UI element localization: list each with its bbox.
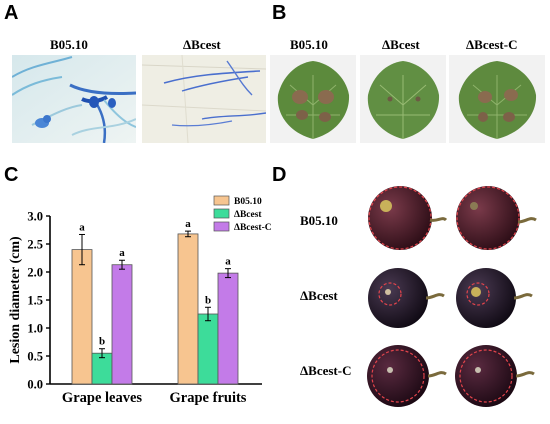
legend-swatch [213,208,230,219]
significance-letter: b [99,336,105,348]
panel-b-label-wildtype: B05.10 [290,37,328,52]
grape-wildtype-2 [456,186,537,250]
grape-photos [350,180,550,424]
panel-b-letter: B [272,2,287,24]
panel-d-row-label-mutant: ΔBcest [300,288,338,303]
legend-label: ΔBcest-C [234,223,272,233]
panel-c-letter: C [4,164,19,186]
leaf-photo-mutant [360,55,446,143]
panel-a-label-mutant: ΔBcest [183,37,221,53]
leaf-photo-complement [449,55,545,143]
panel-d-letter: D [272,164,287,186]
panel-b-label-mutant: ΔBcest [382,37,420,52]
grape-mutant-1 [368,268,445,328]
y-tick-label: 3.0 [27,210,43,224]
significance-letter: b [205,294,211,306]
significance-letter: a [79,221,85,233]
y-tick-label: 1.0 [27,322,43,336]
y-tick-label: 0.0 [27,378,43,392]
legend-label: B05.10 [234,197,262,207]
x-category-label: Grape leaves [62,390,142,406]
y-tick-label: 1.5 [27,294,43,308]
y-tick-label: 2.5 [27,238,43,252]
significance-letter: a [185,218,191,230]
panel-d-row-label-complement: ΔBcest-C [300,363,352,378]
grape-complement-1 [367,345,447,407]
bar-0-0 [71,249,93,385]
bar-0-1 [177,233,199,385]
panel-b-label-complement: ΔBcest-C [466,37,518,52]
micrograph-wildtype [12,55,136,143]
micrograph-mutant [142,55,266,143]
panel-d-row-label-wildtype: B05.10 [300,213,338,228]
significance-letter: a [119,247,125,259]
x-category-label: Grape fruits [170,390,247,406]
y-axis-label: Lesion diameter (cm) [8,236,23,364]
grape-mutant-2 [456,268,533,328]
legend-swatch [213,221,230,232]
panel-a-label-mutant-text: ΔBcest [183,37,221,52]
bar-2-0 [111,264,133,385]
significance-letter: a [225,256,231,268]
grape-complement-2 [455,345,535,407]
y-tick-label: 2.0 [27,266,43,280]
grape-wildtype-1 [368,186,448,250]
bar-2-1 [217,272,239,385]
panel-a-letter: A [4,2,19,24]
leaf-photo-wildtype [270,55,356,143]
panel-a-label-wildtype: B05.10 [50,37,88,52]
bar-1-1 [197,313,219,385]
y-tick-label: 0.5 [27,350,43,364]
legend-swatch [213,195,230,206]
legend-label: ΔBcest [234,210,262,220]
lesion-bar-chart: 0.0 0.5 1.0 1.5 2.0 2.5 3.0 Lesion diameter (cm… [8,195,272,406]
